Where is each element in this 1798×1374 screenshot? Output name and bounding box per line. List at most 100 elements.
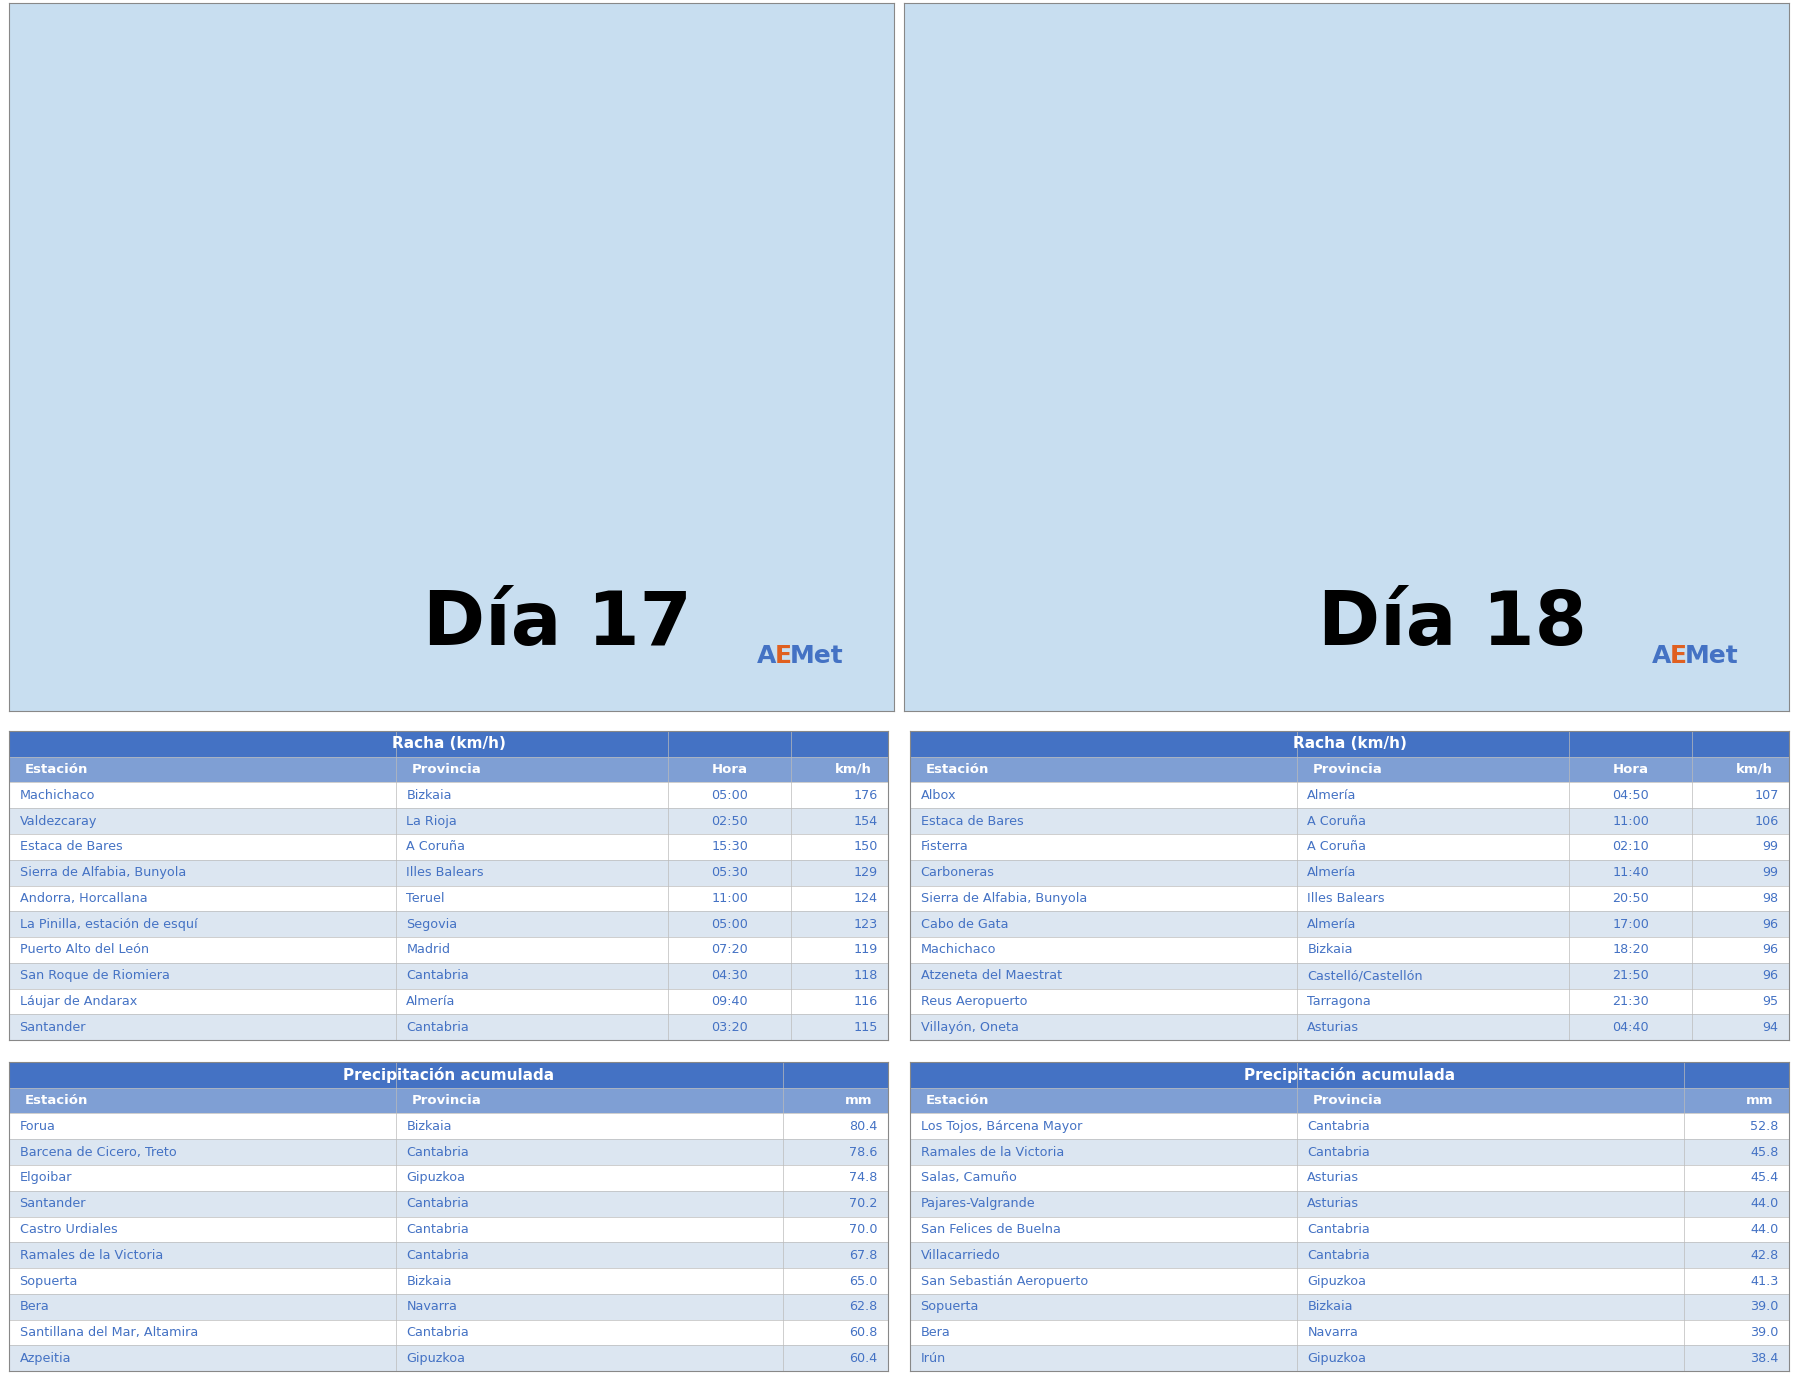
- Text: Cantabria: Cantabria: [406, 969, 469, 982]
- Text: 124: 124: [854, 892, 877, 905]
- Bar: [910, 1062, 1789, 1088]
- Text: Pajares-Valgrande: Pajares-Valgrande: [921, 1197, 1036, 1210]
- Bar: [9, 731, 888, 757]
- Text: Castelló/Castellón: Castelló/Castellón: [1307, 969, 1422, 982]
- Text: Almería: Almería: [406, 995, 455, 1009]
- Bar: [910, 731, 1789, 757]
- Text: Estación: Estación: [926, 1094, 989, 1107]
- Bar: [9, 1139, 888, 1165]
- Text: E: E: [775, 644, 791, 668]
- Text: 20:50: 20:50: [1613, 892, 1649, 905]
- Bar: [9, 1242, 888, 1268]
- Text: Irún: Irún: [921, 1352, 946, 1364]
- Text: 115: 115: [852, 1021, 877, 1033]
- Bar: [910, 963, 1789, 989]
- Text: Santillana del Mar, Altamira: Santillana del Mar, Altamira: [20, 1326, 198, 1340]
- Text: 41.3: 41.3: [1749, 1275, 1778, 1287]
- Text: Cantabria: Cantabria: [1307, 1120, 1370, 1132]
- Text: 150: 150: [852, 841, 877, 853]
- Text: 95: 95: [1762, 995, 1778, 1009]
- Text: A Coruña: A Coruña: [1307, 815, 1366, 827]
- Text: 17:00: 17:00: [1613, 918, 1649, 930]
- Text: 65.0: 65.0: [849, 1275, 877, 1287]
- Text: Cantabria: Cantabria: [406, 1223, 469, 1237]
- Text: 42.8: 42.8: [1749, 1249, 1778, 1261]
- Text: 107: 107: [1755, 789, 1778, 802]
- Text: Navarra: Navarra: [1307, 1326, 1357, 1340]
- Text: Salas, Camuño: Salas, Camuño: [921, 1172, 1016, 1184]
- Text: 09:40: 09:40: [712, 995, 748, 1009]
- Text: 44.0: 44.0: [1749, 1197, 1778, 1210]
- Text: Cantabria: Cantabria: [406, 1249, 469, 1261]
- Text: 38.4: 38.4: [1749, 1352, 1778, 1364]
- Text: Castro Urdiales: Castro Urdiales: [20, 1223, 117, 1237]
- Text: 129: 129: [854, 866, 877, 879]
- Bar: [910, 757, 1789, 782]
- Text: 05:00: 05:00: [712, 789, 748, 802]
- Text: Provincia: Provincia: [412, 763, 482, 776]
- Text: 11:00: 11:00: [712, 892, 748, 905]
- Text: 118: 118: [852, 969, 877, 982]
- Text: E: E: [1670, 644, 1687, 668]
- Text: km/h: km/h: [1737, 763, 1773, 776]
- Bar: [9, 885, 888, 911]
- Text: Bizkaia: Bizkaia: [406, 789, 451, 802]
- Text: Andorra, Horcallana: Andorra, Horcallana: [20, 892, 147, 905]
- Text: La Pinilla, estación de esquí: La Pinilla, estación de esquí: [20, 918, 198, 930]
- Text: Cantabria: Cantabria: [406, 1021, 469, 1033]
- Text: 62.8: 62.8: [849, 1300, 877, 1314]
- Bar: [910, 782, 1789, 808]
- Text: Sopuerta: Sopuerta: [921, 1300, 978, 1314]
- Text: 154: 154: [854, 815, 877, 827]
- Text: 39.0: 39.0: [1749, 1300, 1778, 1314]
- Text: 39.0: 39.0: [1749, 1326, 1778, 1340]
- Text: Puerto Alto del León: Puerto Alto del León: [20, 944, 149, 956]
- Text: Hora: Hora: [712, 763, 748, 776]
- Bar: [9, 757, 888, 782]
- Text: 45.4: 45.4: [1749, 1172, 1778, 1184]
- Bar: [910, 1268, 1789, 1294]
- Text: 123: 123: [854, 918, 877, 930]
- Bar: [910, 1216, 1789, 1242]
- Text: Illes Balears: Illes Balears: [1307, 892, 1384, 905]
- Bar: [9, 1062, 888, 1088]
- Text: Estación: Estación: [926, 763, 989, 776]
- Text: 45.8: 45.8: [1749, 1146, 1778, 1158]
- Text: Asturias: Asturias: [1307, 1172, 1359, 1184]
- Text: Elgoibar: Elgoibar: [20, 1172, 72, 1184]
- Text: 60.8: 60.8: [849, 1326, 877, 1340]
- Text: 176: 176: [854, 789, 877, 802]
- Text: Met: Met: [1685, 644, 1739, 668]
- Bar: [9, 1165, 888, 1191]
- Text: Estación: Estación: [25, 1094, 88, 1107]
- Bar: [910, 860, 1789, 885]
- Text: 11:00: 11:00: [1613, 815, 1649, 827]
- Text: Illes Balears: Illes Balears: [406, 866, 484, 879]
- Text: 80.4: 80.4: [849, 1120, 877, 1132]
- Text: 05:00: 05:00: [712, 918, 748, 930]
- Text: Cantabria: Cantabria: [1307, 1249, 1370, 1261]
- Text: Cantabria: Cantabria: [406, 1197, 469, 1210]
- Text: 96: 96: [1762, 918, 1778, 930]
- Text: Ramales de la Victoria: Ramales de la Victoria: [20, 1249, 164, 1261]
- Text: mm: mm: [845, 1094, 872, 1107]
- Bar: [9, 1014, 888, 1040]
- Bar: [910, 1139, 1789, 1165]
- Text: Bizkaia: Bizkaia: [1307, 944, 1352, 956]
- Text: Albox: Albox: [921, 789, 957, 802]
- Text: Almería: Almería: [1307, 866, 1357, 879]
- Text: Forua: Forua: [20, 1120, 56, 1132]
- Text: Estaca de Bares: Estaca de Bares: [20, 841, 122, 853]
- Bar: [9, 963, 888, 989]
- Text: 74.8: 74.8: [849, 1172, 877, 1184]
- Text: Cantabria: Cantabria: [406, 1326, 469, 1340]
- Bar: [9, 1191, 888, 1216]
- Text: Racha (km/h): Racha (km/h): [1293, 736, 1406, 752]
- Text: 94: 94: [1762, 1021, 1778, 1033]
- Bar: [910, 1014, 1789, 1040]
- Text: 04:30: 04:30: [712, 969, 748, 982]
- Bar: [9, 911, 888, 937]
- Text: 52.8: 52.8: [1749, 1120, 1778, 1132]
- Text: Ramales de la Victoria: Ramales de la Victoria: [921, 1146, 1064, 1158]
- Bar: [9, 1216, 888, 1242]
